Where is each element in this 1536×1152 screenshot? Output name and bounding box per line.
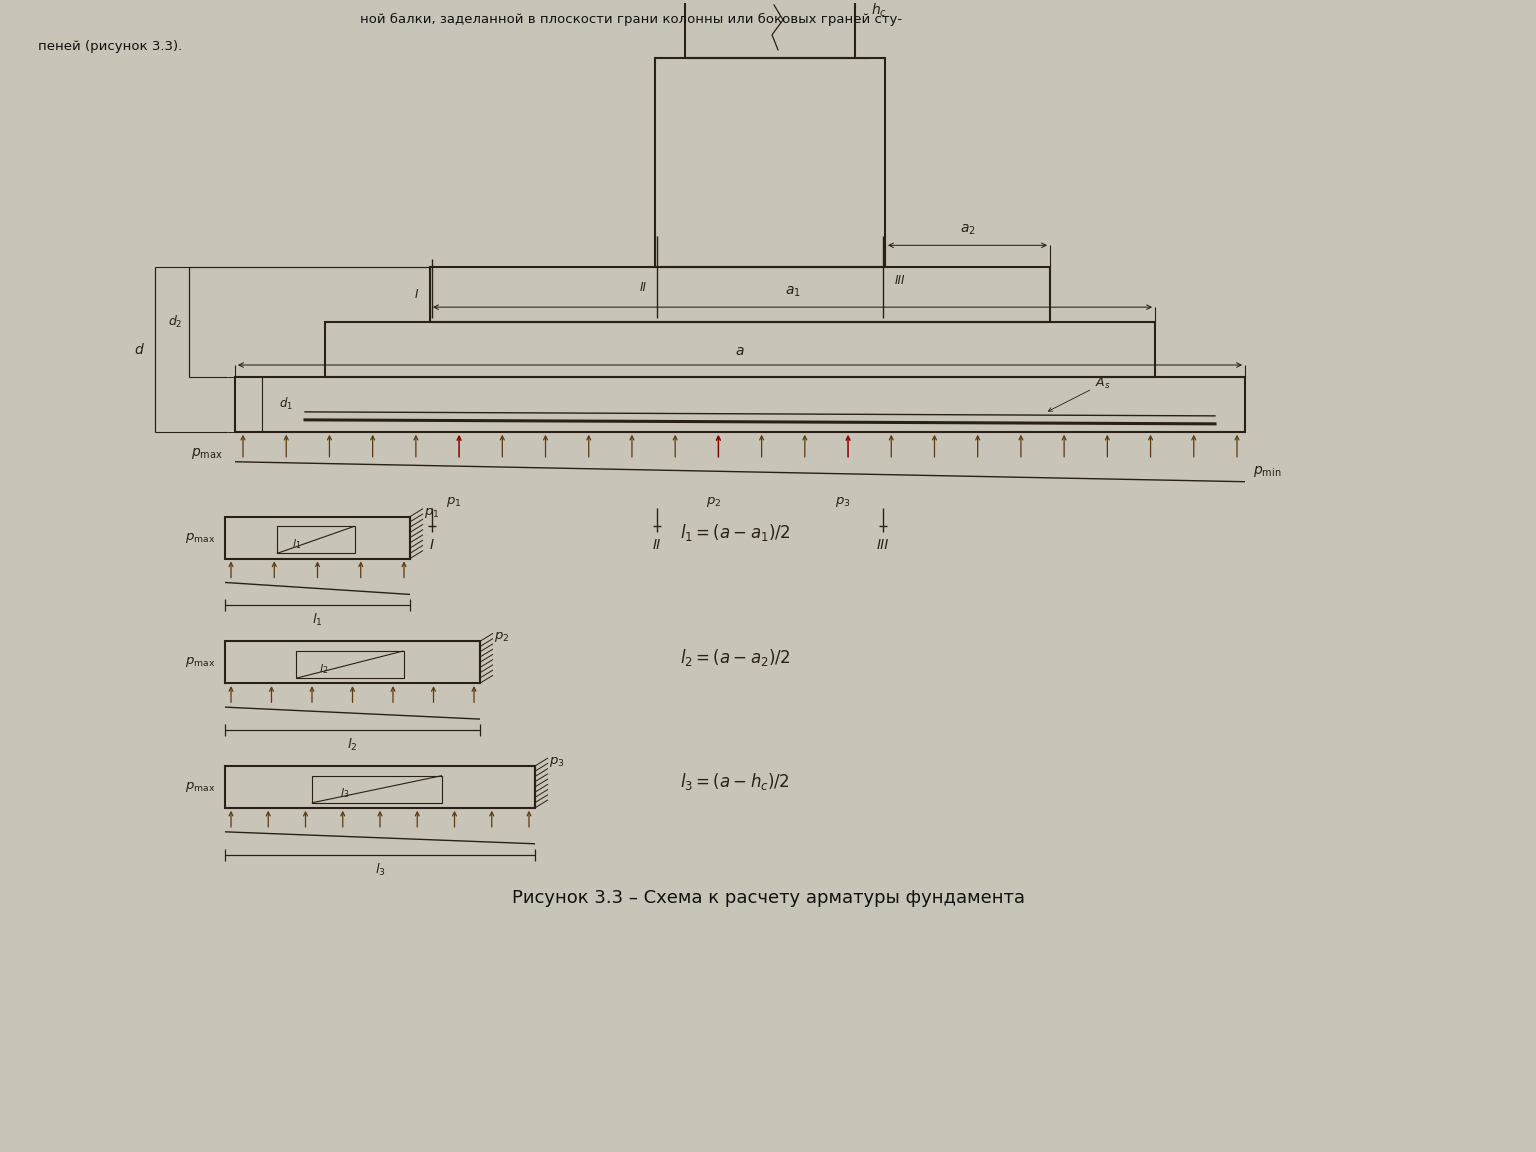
- Text: III: III: [895, 274, 906, 287]
- Text: $l_2$: $l_2$: [347, 737, 358, 753]
- Bar: [685, 0, 856, 58]
- Bar: [654, 58, 885, 267]
- Bar: [296, 651, 404, 679]
- Text: $d_2$: $d_2$: [167, 314, 183, 331]
- Text: $a_1$: $a_1$: [785, 285, 800, 300]
- Text: $l_2$: $l_2$: [318, 661, 327, 675]
- Text: $p_1$: $p_1$: [424, 506, 439, 520]
- Bar: [276, 526, 355, 553]
- Text: $p_{\mathrm{max}}$: $p_{\mathrm{max}}$: [184, 531, 215, 545]
- Bar: [224, 642, 479, 683]
- Text: ной балки, заделанной в плоскости грани колонны или боковых граней сту-: ной балки, заделанной в плоскости грани …: [359, 14, 902, 26]
- Text: II: II: [653, 538, 660, 552]
- Text: $p_{\mathrm{min}}$: $p_{\mathrm{min}}$: [1253, 464, 1281, 479]
- Text: $p_2$: $p_2$: [705, 494, 720, 509]
- Text: $d$: $d$: [134, 342, 144, 357]
- Bar: [235, 377, 1246, 432]
- Text: $l_1$: $l_1$: [312, 613, 323, 629]
- Text: $l_3 = (a - h_c)/2$: $l_3 = (a - h_c)/2$: [680, 772, 790, 793]
- Text: $A_s$: $A_s$: [1048, 376, 1111, 411]
- Text: $l_3$: $l_3$: [339, 787, 349, 801]
- Text: III: III: [877, 538, 889, 552]
- Text: $p_2$: $p_2$: [495, 630, 510, 644]
- Text: $a$: $a$: [736, 344, 745, 358]
- Text: II: II: [639, 281, 647, 294]
- Text: $p_3$: $p_3$: [836, 494, 851, 509]
- Text: $l_3$: $l_3$: [375, 862, 386, 878]
- Text: $d_1$: $d_1$: [280, 396, 293, 412]
- Text: $l_1 = (a - a_1)/2$: $l_1 = (a - a_1)/2$: [680, 522, 791, 543]
- Text: Рисунок 3.3 – Схема к расчету арматуры фундамента: Рисунок 3.3 – Схема к расчету арматуры ф…: [511, 888, 1025, 907]
- Text: $a_2$: $a_2$: [960, 223, 975, 237]
- Bar: [430, 267, 1051, 323]
- Text: $h_c$: $h_c$: [871, 1, 886, 20]
- Bar: [326, 323, 1155, 377]
- Text: $l_2 = (a - a_2)/2$: $l_2 = (a - a_2)/2$: [680, 646, 791, 668]
- Text: $p_{\mathrm{max}}$: $p_{\mathrm{max}}$: [184, 780, 215, 794]
- Text: I: I: [415, 288, 418, 301]
- Bar: [224, 516, 410, 559]
- Text: $p_{\mathrm{max}}$: $p_{\mathrm{max}}$: [184, 655, 215, 669]
- Text: пеней (рисунок 3.3).: пеней (рисунок 3.3).: [38, 40, 183, 53]
- Text: $p_{\mathrm{max}}$: $p_{\mathrm{max}}$: [192, 446, 223, 461]
- Bar: [224, 766, 535, 808]
- Text: I: I: [430, 538, 435, 552]
- Bar: [312, 775, 442, 803]
- Text: $p_3$: $p_3$: [548, 755, 565, 770]
- Text: $l_1$: $l_1$: [292, 537, 301, 551]
- Text: $p_1$: $p_1$: [447, 494, 462, 509]
